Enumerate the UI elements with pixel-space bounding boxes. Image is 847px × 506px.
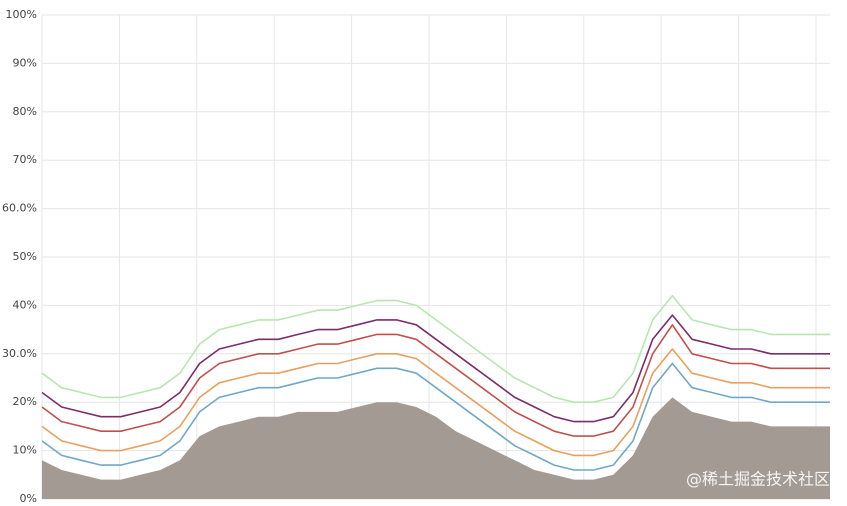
y-tick-label: 70% (13, 153, 37, 166)
y-tick-label: 0% (20, 492, 37, 505)
watermark: @稀土掘金技术社区 (686, 470, 830, 489)
area (42, 397, 830, 499)
y-tick-label: 20% (13, 395, 37, 408)
series-line (41, 362, 830, 471)
y-tick-label: 50% (13, 250, 37, 263)
y-tick-label: 60.0% (2, 202, 37, 215)
y-tick-label: 80% (13, 105, 37, 118)
series-line (41, 294, 830, 403)
series-line (41, 348, 830, 457)
series-line (41, 324, 830, 437)
y-tick-label: 30.0% (2, 347, 37, 360)
y-tick-label: 100% (6, 8, 37, 21)
y-tick-label: 10% (13, 444, 37, 457)
y-tick-label: 40% (13, 298, 37, 311)
y-tick-label: 90% (13, 56, 37, 69)
series-line (41, 314, 830, 423)
